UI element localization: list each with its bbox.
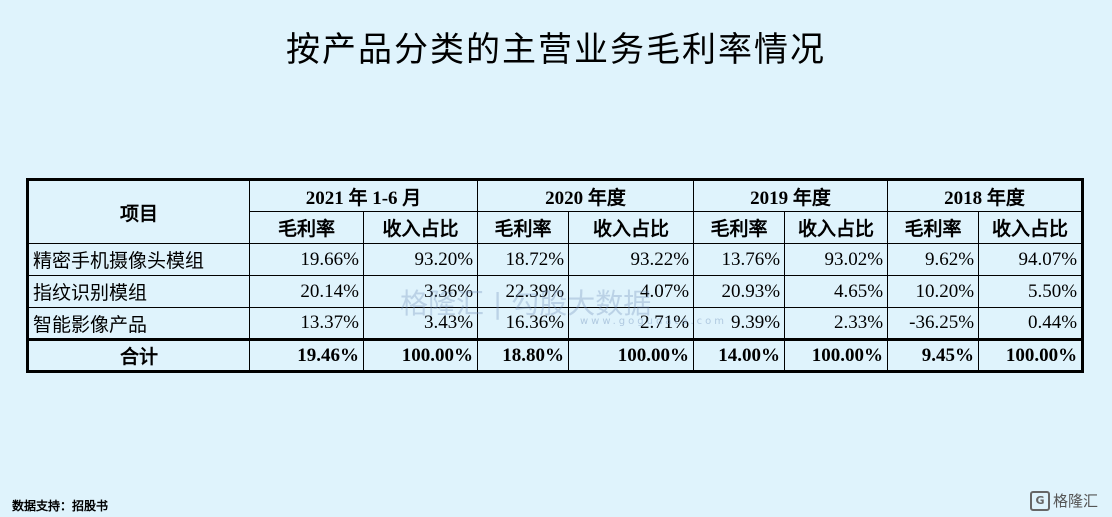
total-cell: 18.80% (477, 338, 570, 372)
table-cell: 18.72% (477, 243, 570, 276)
page-title: 按产品分类的主营业务毛利率情况 (286, 30, 826, 70)
table-cell: 3.43% (362, 307, 479, 340)
item-header: 项目 (27, 179, 250, 244)
sub-header-share: 收入占比 (978, 211, 1084, 244)
sub-header-margin: 毛利率 (887, 211, 980, 244)
period-header: 2020 年度 (477, 179, 695, 212)
table-cell: 2.71% (568, 307, 695, 340)
table-cell: 9.62% (887, 243, 980, 276)
table-cell: 22.39% (477, 275, 570, 308)
total-cell: 19.46% (249, 338, 364, 372)
sub-header-margin: 毛利率 (249, 211, 364, 244)
total-row: 合计 19.46% 100.00% 18.80% 100.00% 14.00% … (27, 338, 1084, 372)
table-cell: 2.33% (784, 307, 889, 340)
watermark-url: www.gogudata.com (580, 316, 728, 327)
table-cell: 5.50% (978, 275, 1084, 308)
period-header: 2019 年度 (693, 179, 889, 212)
gross-margin-table: 项目 2021 年 1-6 月 2020 年度 2019 年度 2018 年度 … (26, 178, 1085, 373)
total-cell: 100.00% (362, 338, 479, 372)
table-cell: 20.14% (249, 275, 364, 308)
total-cell: 14.00% (693, 338, 786, 372)
total-cell: 100.00% (978, 338, 1084, 372)
sub-header-share: 收入占比 (362, 211, 479, 244)
row-label: 精密手机摄像头模组 (27, 243, 250, 276)
total-cell: 9.45% (887, 338, 980, 372)
table-cell: 9.39% (693, 307, 786, 340)
brand-logo: G 格隆汇 (1029, 490, 1098, 511)
sub-header-margin: 毛利率 (477, 211, 570, 244)
table-cell: 13.37% (249, 307, 364, 340)
table-cell: 0.44% (978, 307, 1084, 340)
total-cell: 100.00% (784, 338, 889, 372)
sub-header-share: 收入占比 (784, 211, 889, 244)
total-cell: 100.00% (568, 338, 695, 372)
table-cell: 3.36% (362, 275, 479, 308)
row-label: 智能影像产品 (27, 307, 250, 340)
table-row: 智能影像产品 13.37% 3.43% 16.36% 2.71% 9.39% 2… (27, 307, 1084, 340)
source-note: 数据支持：招股书 (12, 499, 109, 513)
sub-header-share: 收入占比 (568, 211, 695, 244)
table-row: 精密手机摄像头模组 19.66% 93.20% 18.72% 93.22% 13… (27, 243, 1084, 276)
sub-header-margin: 毛利率 (693, 211, 786, 244)
period-header: 2018 年度 (887, 179, 1084, 212)
table-cell: 4.65% (784, 275, 889, 308)
table-cell: 93.20% (362, 243, 479, 276)
table-cell: 93.22% (568, 243, 695, 276)
total-label: 合计 (27, 338, 250, 372)
table-cell: 19.66% (249, 243, 364, 276)
table-cell: 10.20% (887, 275, 980, 308)
logo-text: 格隆汇 (1052, 492, 1098, 510)
period-header: 2021 年 1-6 月 (248, 179, 479, 212)
logo-icon: G (1029, 490, 1050, 511)
table-cell: 93.02% (784, 243, 889, 276)
table-row: 指纹识别模组 20.14% 3.36% 22.39% 4.07% 20.93% … (27, 275, 1084, 308)
table-cell: 20.93% (693, 275, 786, 308)
table-cell: 4.07% (568, 275, 695, 308)
table-cell: 94.07% (978, 243, 1084, 276)
row-label: 指纹识别模组 (27, 275, 250, 308)
table-cell: 16.36% (477, 307, 570, 340)
table-cell: 13.76% (693, 243, 786, 276)
table-cell: -36.25% (887, 307, 980, 340)
